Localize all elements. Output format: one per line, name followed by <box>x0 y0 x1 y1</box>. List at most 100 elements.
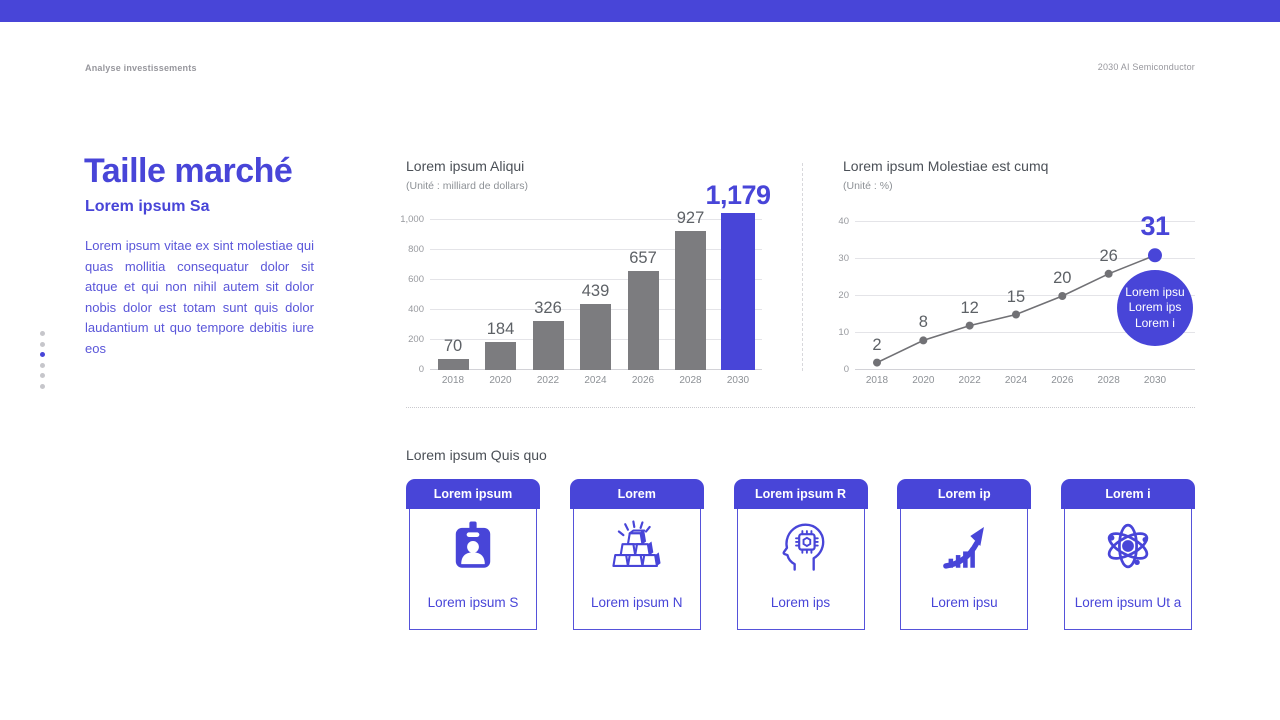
page-subtitle: Lorem ipsum Sa <box>85 198 210 215</box>
cards-section-label: Lorem ipsum Quis quo <box>406 447 547 463</box>
slide-nav-dots <box>40 331 45 389</box>
card-3: Lorem ipsum R Lorem ips <box>733 479 868 630</box>
vertical-divider <box>802 163 803 371</box>
data-point-2030 <box>1147 248 1162 263</box>
card-caption-5: Lorem ipsum Ut a <box>1074 595 1182 610</box>
bar-2018 <box>437 359 469 370</box>
atom-icon <box>1065 517 1191 575</box>
slide-dot-1[interactable] <box>40 331 45 336</box>
y-tick-200: 200 <box>408 334 424 345</box>
x-tick-2022: 2022 <box>958 375 981 386</box>
page-title: Taille marché <box>84 152 293 190</box>
bar-value-2028: 927 <box>676 209 705 227</box>
y-tick-600: 600 <box>408 274 424 285</box>
bar-chart-plot: 0 200 400 600 800 1,000 70 2018 184 2020 326 2022 43… <box>400 180 771 386</box>
gridline-800 <box>430 249 762 250</box>
bar-2028 <box>675 231 706 370</box>
badge-line-3: Lorem i <box>1134 315 1175 330</box>
card-2: Lorem Lorem ipsum N <box>569 479 704 630</box>
x-tick-2018: 2018 <box>441 375 465 386</box>
card-header-2: Lorem <box>569 479 704 509</box>
bar-chart-unit: (Unité : milliard de dollars) <box>406 180 528 192</box>
horizontal-divider <box>406 407 1195 408</box>
x-tick-2024: 2024 <box>584 375 607 386</box>
point-value-2024: 15 <box>1006 287 1026 306</box>
card-caption-2: Lorem ipsum N <box>590 595 683 610</box>
x-tick-2018: 2018 <box>865 375 889 386</box>
line-chart-unit: (Unité : %) <box>843 180 893 192</box>
bar-2030 <box>721 213 755 370</box>
breadcrumb: Analyse investissements <box>85 63 197 73</box>
slide-dot-4[interactable] <box>40 362 45 368</box>
data-point-2026 <box>1058 292 1067 300</box>
card-caption-4: Lorem ipsu <box>930 595 998 610</box>
x-tick-2020: 2020 <box>489 375 512 386</box>
gridline-600 <box>430 279 762 280</box>
bar-value-2026: 657 <box>629 249 657 267</box>
card-5: Lorem i Lorem ipsum Ut a <box>1061 479 1195 630</box>
x-tick-2030: 2030 <box>726 375 750 386</box>
bar-chart-title: Lorem ipsum Aliqui <box>406 158 525 174</box>
gridline-30 <box>855 258 1195 259</box>
growth-arrow-icon <box>901 517 1027 575</box>
id-badge-icon <box>410 517 536 575</box>
y-tick-0: 0 <box>418 364 424 375</box>
cards-row: Lorem ipsum Lorem ipsum S Lorem Lorem ips… <box>406 479 1195 630</box>
data-point-2028 <box>1104 269 1113 278</box>
data-point-2022 <box>965 321 974 330</box>
slide-dot-5[interactable] <box>40 373 45 378</box>
x-tick-2026: 2026 <box>1051 375 1074 386</box>
bar-value-2022: 326 <box>534 299 562 317</box>
line-chart-title: Lorem ipsum Molestiae est cumq <box>843 158 1049 174</box>
intro-paragraph: Lorem ipsum vitae ex sint molestiae qui … <box>85 238 314 356</box>
card-body-1: Lorem ipsum S <box>409 509 537 630</box>
bar-value-2018: 70 <box>443 337 463 355</box>
card-body-3: Lorem ips <box>736 509 865 630</box>
slide-dot-3[interactable] <box>40 352 45 357</box>
point-value-2020: 8 <box>918 313 928 332</box>
y-tick-20: 20 <box>838 290 849 301</box>
y-tick-0: 0 <box>843 364 849 375</box>
x-tick-2026: 2026 <box>631 375 655 386</box>
card-header-3: Lorem ipsum R <box>733 479 868 509</box>
x-tick-2020: 2020 <box>912 375 935 386</box>
gridline-40 <box>855 221 1195 222</box>
card-header-5: Lorem i <box>1061 479 1195 509</box>
trend-line <box>873 248 1162 367</box>
data-point-2024 <box>1011 310 1020 319</box>
badge-line-1: Lorem ipsu <box>1125 284 1185 299</box>
card-1: Lorem ipsum Lorem ipsum S <box>406 479 540 630</box>
slide-dot-2[interactable] <box>40 341 45 347</box>
point-value-2018: 2 <box>872 335 882 354</box>
gridline-0 <box>855 369 1195 370</box>
card-4: Lorem ip Lorem ipsu <box>897 479 1032 630</box>
gridline-1,000 <box>430 219 762 220</box>
ai-head-icon <box>738 517 864 575</box>
x-tick-2030: 2030 <box>1143 375 1167 386</box>
bar-2024 <box>580 304 611 370</box>
x-tick-2022: 2022 <box>536 375 560 386</box>
card-body-5: Lorem ipsum Ut a <box>1064 509 1192 630</box>
slide-dot-6[interactable] <box>40 383 45 389</box>
point-value-2028: 26 <box>1099 246 1118 265</box>
bar-value-2024: 439 <box>581 282 610 300</box>
card-body-4: Lorem ipsu <box>900 509 1029 630</box>
line-chart-plot: 0 10 20 30 40 Lorem ipsu Lorem ips Lorem i 2 2018… <box>838 211 1195 386</box>
gold-bars-icon <box>574 517 700 575</box>
y-tick-400: 400 <box>408 304 424 315</box>
y-tick-1,000: 1,000 <box>400 214 424 225</box>
x-tick-2028: 2028 <box>679 375 702 386</box>
data-point-2018 <box>873 358 881 367</box>
data-point-2020 <box>919 336 928 345</box>
card-caption-3: Lorem ips <box>770 595 831 610</box>
y-tick-30: 30 <box>838 253 849 264</box>
bar-2026 <box>627 271 659 370</box>
y-tick-40: 40 <box>838 216 849 227</box>
point-value-2026: 20 <box>1053 269 1072 287</box>
deck-title: 2030 AI Semiconductor <box>1097 62 1195 72</box>
card-body-2: Lorem ipsum N <box>572 509 701 630</box>
bar-2020 <box>485 342 516 370</box>
bar-value-2020: 184 <box>486 320 515 338</box>
bar-value-2030: 1,179 <box>705 180 771 210</box>
